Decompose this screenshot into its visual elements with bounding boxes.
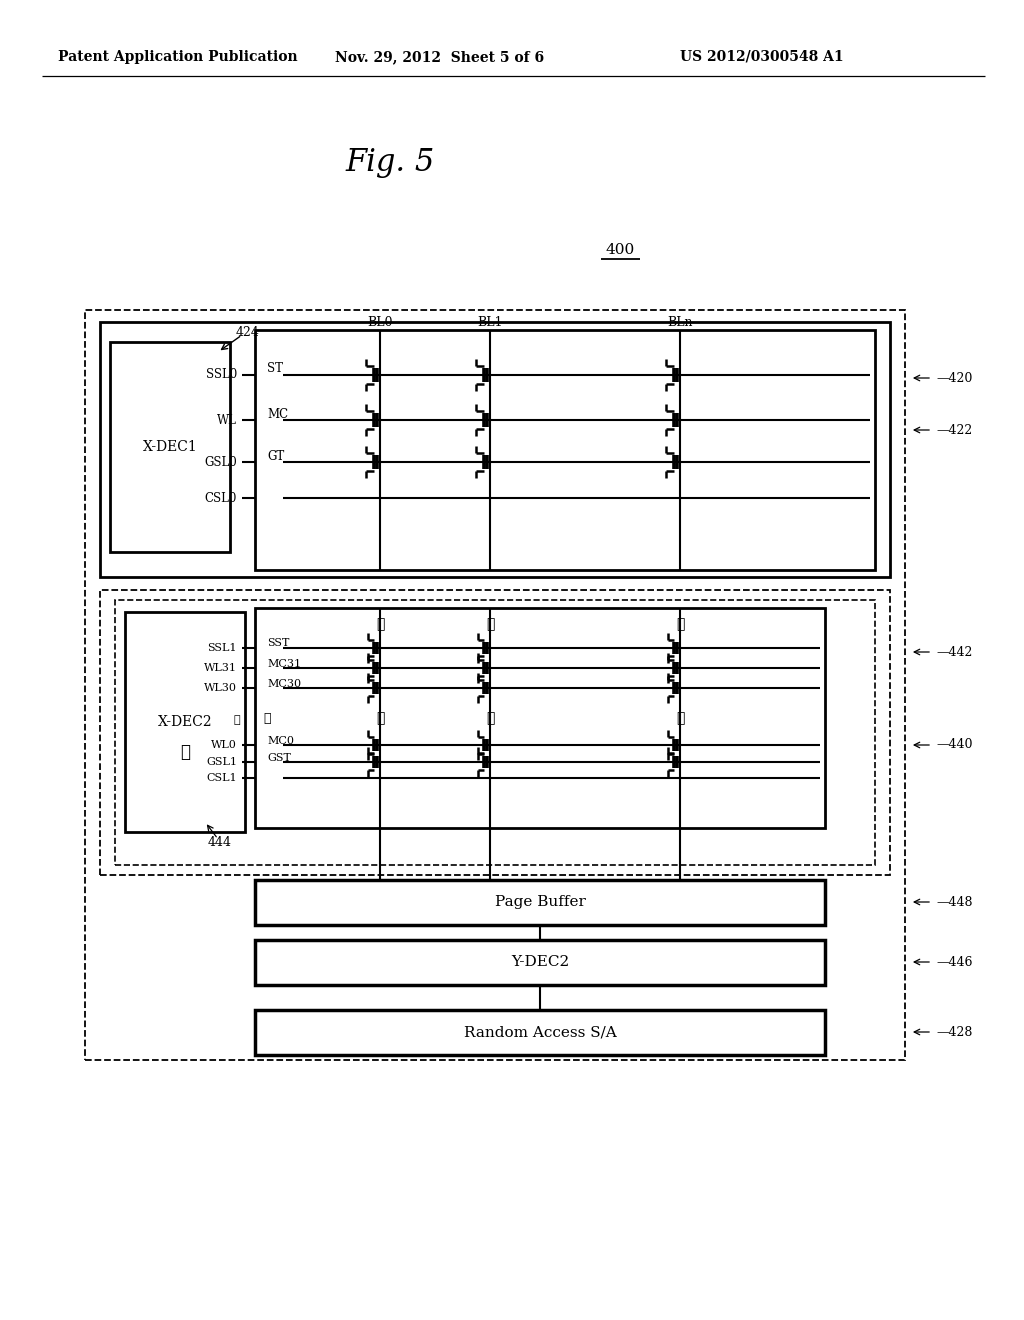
Text: —422: —422 (936, 424, 972, 437)
Text: ST: ST (267, 363, 283, 375)
Text: Random Access S/A: Random Access S/A (464, 1026, 616, 1039)
Text: Y-DEC2: Y-DEC2 (511, 954, 569, 969)
Text: ⋮: ⋮ (676, 616, 684, 631)
Bar (125, 612, 245, 832)
Text: BL1: BL1 (477, 315, 503, 329)
Text: Nov. 29, 2012  Sheet 5 of 6: Nov. 29, 2012 Sheet 5 of 6 (336, 50, 545, 63)
Text: US 2012/0300548 A1: US 2012/0300548 A1 (680, 50, 844, 63)
Text: ⋮: ⋮ (676, 711, 684, 725)
Bar (255, 880, 825, 925)
Text: GT: GT (267, 450, 285, 462)
Text: BLn: BLn (668, 315, 693, 329)
Text: WL31: WL31 (204, 663, 237, 673)
Text: GST: GST (267, 752, 291, 763)
Text: WL: WL (217, 413, 237, 426)
Text: —428: —428 (936, 1026, 973, 1039)
Text: —448: —448 (936, 895, 973, 908)
Bar (255, 609, 825, 828)
Text: ⋮: ⋮ (180, 743, 190, 760)
Text: GSL0: GSL0 (204, 455, 237, 469)
Text: Patent Application Publication: Patent Application Publication (58, 50, 298, 63)
Bar (115, 601, 874, 865)
Text: —442: —442 (936, 645, 973, 659)
Text: 400: 400 (605, 243, 635, 257)
Text: —420: —420 (936, 371, 973, 384)
Text: Fig. 5: Fig. 5 (345, 147, 434, 177)
Bar (100, 322, 890, 577)
Text: SSL1: SSL1 (208, 643, 237, 653)
Text: BL0: BL0 (368, 315, 393, 329)
Text: GSL1: GSL1 (206, 756, 237, 767)
Text: MC0: MC0 (267, 737, 294, 746)
Text: X-DEC1: X-DEC1 (142, 440, 198, 454)
Bar (100, 590, 890, 875)
Text: ⋮: ⋮ (263, 711, 270, 725)
Text: Page Buffer: Page Buffer (495, 895, 586, 909)
Text: WL0: WL0 (211, 741, 237, 750)
Text: MC31: MC31 (267, 659, 301, 669)
Text: MC: MC (267, 408, 288, 421)
Bar (255, 330, 874, 570)
Text: ⋮: ⋮ (485, 616, 495, 631)
Text: SST: SST (267, 638, 290, 648)
Bar (110, 342, 230, 552)
Text: MC30: MC30 (267, 678, 301, 689)
Bar (255, 1010, 825, 1055)
Text: SSL0: SSL0 (206, 368, 237, 381)
Text: ⋮: ⋮ (485, 711, 495, 725)
Text: ⋮: ⋮ (233, 715, 241, 725)
Text: CSL0: CSL0 (205, 491, 237, 504)
Text: ⋮: ⋮ (376, 711, 384, 725)
Text: WL30: WL30 (204, 682, 237, 693)
Text: ⋮: ⋮ (376, 616, 384, 631)
Bar (85, 310, 905, 1060)
Bar (255, 940, 825, 985)
Text: X-DEC2: X-DEC2 (158, 715, 212, 729)
Text: 444: 444 (208, 836, 232, 849)
Text: CSL1: CSL1 (207, 774, 237, 783)
Text: 424: 424 (237, 326, 260, 338)
Text: —440: —440 (936, 738, 973, 751)
Text: —446: —446 (936, 956, 973, 969)
